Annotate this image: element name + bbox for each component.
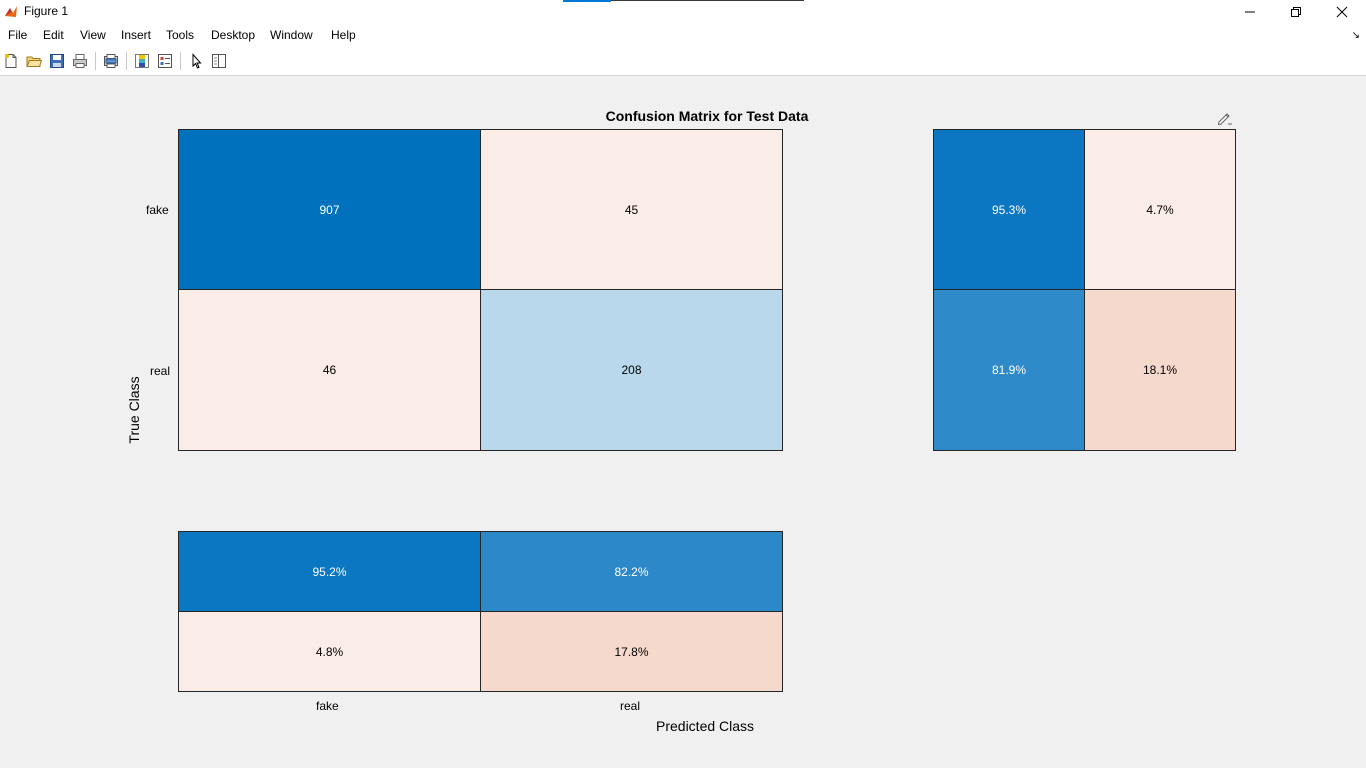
row-summary-gridline <box>1084 129 1085 451</box>
y-tick-label: fake <box>146 203 169 217</box>
column-summary-cell: 17.8% <box>481 612 782 691</box>
matrix-cell: 208 <box>481 290 782 450</box>
colorbar-button[interactable] <box>133 52 151 70</box>
restore-icon <box>1291 7 1301 17</box>
menu-edit[interactable]: Edit <box>43 28 64 42</box>
property-inspector-button[interactable] <box>210 52 228 70</box>
x-axis-label: Predicted Class <box>656 718 755 734</box>
close-icon <box>1336 6 1348 18</box>
open-file-button[interactable] <box>25 52 43 70</box>
row-summary-gridline <box>933 289 1236 290</box>
taskbar-accent-line <box>611 0 804 1</box>
pointer-icon <box>192 53 202 69</box>
new-figure-icon <box>5 54 17 68</box>
menu-file[interactable]: File <box>8 28 28 42</box>
taskbar-accent <box>563 0 611 2</box>
matlab-icon <box>3 4 19 20</box>
x-tick-label: fake <box>316 699 339 713</box>
edit-plot-icon[interactable] <box>1216 109 1234 127</box>
toolbar-separator <box>180 52 181 70</box>
save-icon <box>50 54 64 68</box>
x-tick-label: real <box>620 699 641 713</box>
window-titlebar: Figure 1 <box>0 0 1366 24</box>
minimize-icon <box>1245 11 1255 13</box>
row-summary-cell: 95.3% <box>934 130 1084 289</box>
legend-button[interactable] <box>156 52 174 70</box>
pointer-button[interactable] <box>187 52 205 70</box>
toolbar-separator <box>95 52 96 70</box>
menu-window[interactable]: Window <box>270 28 313 42</box>
figure-toolbar <box>0 48 1366 76</box>
property-inspector-icon <box>212 54 226 68</box>
toolbar-separator <box>126 52 127 70</box>
matrix-gridline <box>178 289 783 290</box>
menu-bar: File Edit View Insert Tools Desktop Wind… <box>0 24 1366 48</box>
matrix-gridline <box>480 129 481 451</box>
restore-button[interactable] <box>1273 0 1319 24</box>
row-summary-cell: 4.7% <box>1085 130 1235 289</box>
legend-icon <box>158 54 172 68</box>
menu-tools[interactable]: Tools <box>166 28 195 42</box>
row-summary-cell: 18.1% <box>1085 290 1235 450</box>
column-summary-cell: 95.2% <box>179 532 480 611</box>
minimize-button[interactable] <box>1227 0 1273 24</box>
column-summary-gridline <box>178 611 783 612</box>
chart-title: Confusion Matrix for Test Data <box>605 108 809 124</box>
dock-arrow-icon[interactable]: ↘ <box>1351 30 1360 41</box>
print-icon <box>73 54 87 68</box>
row-summary-cell: 81.9% <box>934 290 1084 450</box>
save-button[interactable] <box>48 52 66 70</box>
column-summary-cell: 4.8% <box>179 612 480 691</box>
print-preview-icon <box>104 54 118 68</box>
menu-insert[interactable]: Insert <box>121 28 152 42</box>
window-title: Figure 1 <box>24 4 69 18</box>
new-figure-button[interactable] <box>2 52 20 70</box>
matrix-cell: 45 <box>481 130 782 289</box>
colorbar-icon <box>135 54 149 68</box>
matrix-cell: 46 <box>179 290 480 450</box>
close-button[interactable] <box>1319 0 1365 24</box>
menu-view[interactable]: View <box>80 28 106 42</box>
column-summary-cell: 82.2% <box>481 532 782 611</box>
y-tick-label: real <box>150 364 171 378</box>
open-file-icon <box>26 56 42 67</box>
print-preview-button[interactable] <box>102 52 120 70</box>
menu-desktop[interactable]: Desktop <box>211 28 256 42</box>
matrix-cell: 907 <box>179 130 480 289</box>
print-button[interactable] <box>71 52 89 70</box>
y-axis-label: True Class <box>126 376 142 444</box>
menu-help[interactable]: Help <box>331 28 356 42</box>
